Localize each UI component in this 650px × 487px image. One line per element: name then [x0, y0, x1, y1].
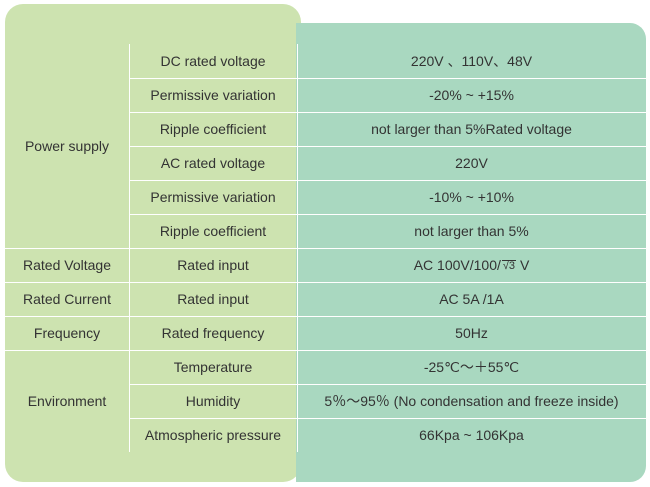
left-panel-background — [5, 4, 301, 482]
grid-line — [129, 384, 646, 385]
param-cell: DC rated voltage — [160, 53, 266, 69]
table-row: Rated input AC 5A /1A — [5, 282, 646, 316]
grid-line — [129, 78, 646, 79]
param-cell: Rated input — [177, 257, 249, 273]
param-cell: Atmospheric pressure — [144, 427, 282, 443]
value-cell: -25℃～＋55℃ — [423, 359, 520, 375]
grid-line — [5, 282, 646, 283]
table-row: Humidity 5％～95％ (No condensation and fre… — [5, 384, 646, 418]
param-cell: Ripple coefficient — [159, 223, 267, 239]
table-row: Permissive variation -20% ~ +15% — [5, 78, 646, 112]
sqrt-value: √3 — [501, 259, 517, 272]
value-cell: -10% ~ +10% — [429, 189, 514, 205]
value-cell: 66Kpa ~ 106Kpa — [419, 427, 524, 443]
table-row: AC rated voltage 220V — [5, 146, 646, 180]
value-prefix: AC 100V/100/ — [413, 257, 501, 273]
grid-line — [129, 112, 646, 113]
table-row: Ripple coefficient not larger than 5%Rat… — [5, 112, 646, 146]
table-row: Rated input AC 100V/100/√3 V — [5, 248, 646, 282]
group-environment: Environment — [27, 393, 107, 409]
group-rated-voltage: Rated Voltage — [23, 257, 111, 273]
value-cell: not larger than 5%Rated voltage — [371, 121, 572, 137]
grid-line — [129, 418, 646, 419]
param-cell: Humidity — [185, 393, 241, 409]
right-panel-background — [296, 23, 646, 482]
value-cell: 50Hz — [455, 325, 488, 341]
group-frequency: Frequency — [33, 325, 101, 341]
table-row: Rated frequency 50Hz — [5, 316, 646, 350]
table-row: Permissive variation -10% ~ +10% — [5, 180, 646, 214]
table-row: Ripple coefficient not larger than 5% — [5, 214, 646, 248]
grid-line — [129, 214, 646, 215]
grid-line — [5, 316, 646, 317]
param-cell: Ripple coefficient — [159, 121, 267, 137]
table-row: Atmospheric pressure 66Kpa ~ 106Kpa — [5, 418, 646, 452]
group-rated-current: Rated Current — [23, 291, 111, 307]
table-row: DC rated voltage 220V 、110V、48V — [5, 44, 646, 78]
param-cell: Temperature — [173, 359, 253, 375]
value-cell: 5％～95％ (No condensation and freeze insid… — [324, 393, 619, 409]
table-row: Temperature -25℃～＋55℃ — [5, 350, 646, 384]
sqrt-radical: √ — [502, 259, 509, 272]
group-power-supply: Power supply — [24, 138, 110, 154]
grid-line — [5, 350, 646, 351]
value-cell: AC 5A /1A — [439, 291, 504, 307]
value-cell: 220V 、110V、48V — [410, 53, 533, 69]
value-suffix: V — [519, 257, 530, 273]
grid-line — [129, 180, 646, 181]
value-cell: not larger than 5% — [414, 223, 529, 239]
param-cell: AC rated voltage — [160, 155, 266, 171]
param-cell: Permissive variation — [150, 87, 276, 103]
sqrt-radicand: 3 — [508, 259, 516, 272]
value-cell: AC 100V/100/√3 V — [297, 248, 646, 282]
value-cell: 220V — [455, 155, 488, 171]
param-cell: Rated input — [177, 291, 249, 307]
param-cell: Permissive variation — [150, 189, 276, 205]
param-cell: Rated frequency — [161, 325, 265, 341]
grid-line — [5, 248, 646, 249]
value-cell: -20% ~ +15% — [429, 87, 514, 103]
grid-line — [129, 146, 646, 147]
